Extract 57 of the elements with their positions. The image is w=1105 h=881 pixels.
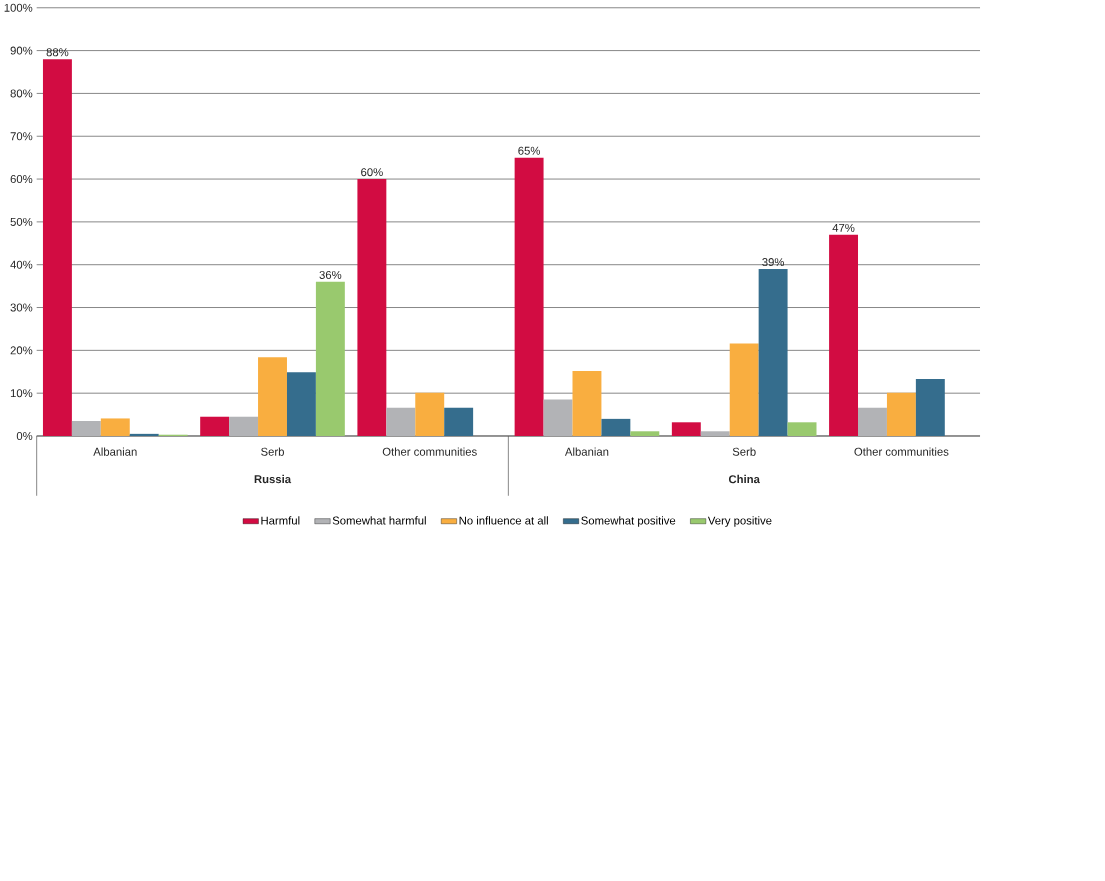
legend-label: Somewhat harmful <box>332 516 426 525</box>
legend-label: Very positive <box>707 516 772 527</box>
data-label: 60% <box>361 167 383 176</box>
bar <box>829 234 859 436</box>
bar <box>514 157 544 436</box>
y-tick-label: 80% <box>10 89 33 98</box>
bar <box>100 418 130 436</box>
bar <box>543 399 573 436</box>
y-tick-label: 70% <box>10 132 33 141</box>
y-tick-label: 0% <box>16 431 33 440</box>
bar <box>444 407 474 436</box>
bar <box>787 422 817 436</box>
bar <box>671 422 701 436</box>
x-tick-label: Serb <box>732 447 756 456</box>
bar <box>858 407 887 436</box>
bar <box>258 357 287 436</box>
bar <box>129 433 159 436</box>
data-label: 47% <box>832 223 855 232</box>
data-label: 88% <box>46 48 69 57</box>
text: China <box>728 474 760 484</box>
y-tick-label: 20% <box>10 346 33 355</box>
x-tick-label: Serb <box>261 447 284 456</box>
legend-label: No influence at all <box>459 516 548 525</box>
bar <box>630 431 660 436</box>
bar <box>315 281 345 436</box>
data-label: 36% <box>319 270 342 279</box>
x-tick-label: Albanian <box>93 447 137 456</box>
bar <box>729 343 759 436</box>
y-tick-label: 40% <box>10 260 33 269</box>
text: Russia <box>254 474 292 484</box>
bar <box>357 178 387 436</box>
bar <box>886 392 916 436</box>
bar <box>601 418 631 436</box>
y-tick-label: 30% <box>10 303 33 312</box>
bar <box>286 372 316 436</box>
data-label: 39% <box>762 257 785 266</box>
y-tick-label: 90% <box>10 46 33 55</box>
bar <box>42 58 72 436</box>
x-tick-label: Other communities <box>854 447 949 456</box>
bar <box>71 420 101 436</box>
bar <box>758 268 788 436</box>
bar <box>229 416 259 436</box>
bar <box>386 407 416 436</box>
bar <box>415 392 445 436</box>
bar <box>572 370 602 436</box>
legend-label: Harmful <box>261 516 300 525</box>
x-tick-label: Albanian <box>564 447 609 456</box>
bar <box>200 416 230 436</box>
y-tick-label: 60% <box>10 174 33 183</box>
data-label: 65% <box>518 146 541 155</box>
legend-label: Somewhat positive <box>581 516 676 527</box>
bar <box>915 378 945 436</box>
y-tick-label: 50% <box>10 217 33 226</box>
bar <box>700 431 730 436</box>
x-tick-label: Other communities <box>382 447 477 456</box>
y-tick-label: 10% <box>10 389 33 398</box>
y-tick-label: 100% <box>4 3 33 12</box>
